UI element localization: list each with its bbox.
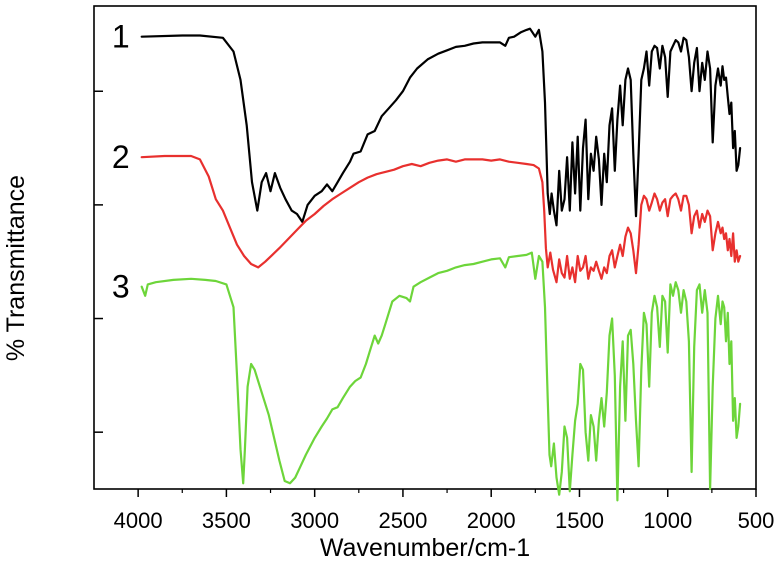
x-tick-label: 3000 (290, 508, 339, 533)
series-label-1: 1 (112, 19, 130, 55)
x-tick-label: 2500 (378, 508, 427, 533)
spectrum-line-2 (140, 154, 742, 284)
series-labels: 1 2 3 (112, 19, 130, 305)
x-tick-label: 3500 (202, 508, 251, 533)
plot-frame (93, 5, 757, 490)
spectrum-line-3 (140, 251, 742, 502)
x-tick-label: 1000 (643, 508, 692, 533)
x-tick-labels: 4000 3500 3000 2500 2000 1500 1000 500 (114, 508, 775, 533)
spectrum-line-1 (140, 27, 742, 227)
spectra (140, 27, 742, 502)
y-ticks (94, 90, 103, 433)
x-tick-label: 4000 (114, 508, 163, 533)
x-axis-title: Wavenumber/cm-1 (320, 534, 530, 561)
series-label-3: 3 (112, 269, 130, 305)
series-label-2: 2 (112, 139, 130, 175)
x-ticks (137, 489, 757, 497)
x-tick-label: 2000 (467, 508, 516, 533)
x-tick-label: 1500 (555, 508, 604, 533)
y-axis-title: % Transmittance (2, 175, 30, 361)
x-tick-label: 500 (738, 508, 775, 533)
